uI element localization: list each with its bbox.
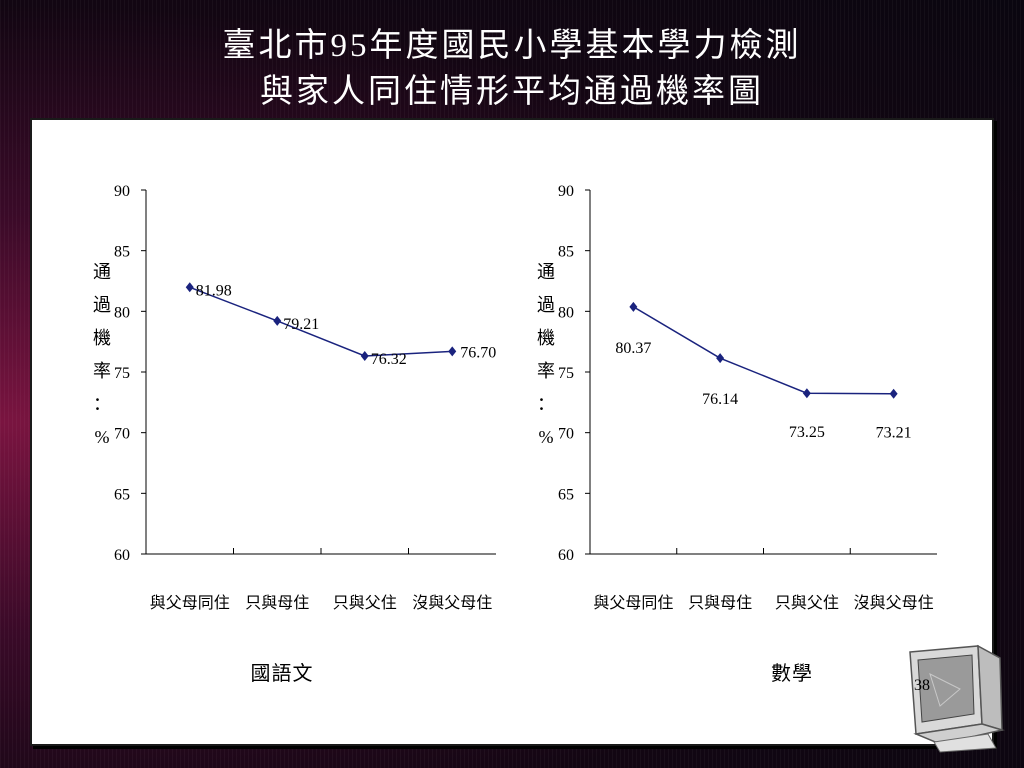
data-point-marker bbox=[716, 353, 725, 364]
data-point-marker bbox=[273, 315, 282, 326]
data-point-marker bbox=[185, 282, 194, 293]
y-tick-label: 75 bbox=[114, 365, 130, 382]
data-point-marker bbox=[889, 388, 898, 399]
y-axis-label-char: ： bbox=[537, 394, 555, 414]
series-line bbox=[189, 286, 453, 357]
computer-monitor-icon: 38 bbox=[909, 644, 1005, 753]
x-category-label: 只與母住 bbox=[688, 594, 752, 612]
y-tick-label: 85 bbox=[558, 244, 574, 261]
y-axis-label-char: 機 bbox=[93, 328, 111, 348]
y-tick-label: 65 bbox=[114, 486, 130, 503]
data-label: 81.98 bbox=[196, 282, 232, 299]
y-tick-label: 90 bbox=[114, 183, 130, 200]
y-axis-label-char: 率 bbox=[93, 361, 111, 381]
y-axis-label-char: ： bbox=[93, 394, 111, 414]
y-axis-label-char: % bbox=[95, 427, 110, 447]
data-label: 79.21 bbox=[283, 316, 319, 333]
y-tick-label: 90 bbox=[558, 183, 574, 200]
y-tick-label: 85 bbox=[114, 244, 130, 261]
y-tick-label: 80 bbox=[114, 304, 130, 321]
data-label: 76.70 bbox=[460, 344, 496, 361]
data-point-marker bbox=[360, 350, 369, 361]
y-axis-label-char: 過 bbox=[93, 295, 111, 315]
chart-subtitle: 國語文 bbox=[251, 662, 314, 685]
x-category-label: 與父母同住 bbox=[150, 594, 230, 612]
slide-title-line2: 與家人同住情形平均通過機率圖 bbox=[260, 74, 764, 110]
data-label: 73.21 bbox=[876, 425, 912, 442]
y-axis-label-char: 過 bbox=[537, 295, 555, 315]
x-category-label: 與父母同住 bbox=[593, 594, 673, 612]
y-tick-label: 75 bbox=[558, 365, 574, 382]
y-tick-label: 80 bbox=[558, 304, 574, 321]
y-axis-label-char: % bbox=[539, 427, 554, 447]
x-category-label: 只與父住 bbox=[333, 594, 397, 612]
x-category-label: 只與母住 bbox=[245, 594, 309, 612]
data-label: 73.25 bbox=[789, 424, 825, 441]
y-tick-label: 70 bbox=[114, 426, 130, 443]
y-tick-label: 60 bbox=[114, 547, 130, 564]
x-category-label: 沒與父母住 bbox=[854, 594, 934, 612]
y-tick-label: 60 bbox=[558, 547, 574, 564]
y-axis-label-char: 率 bbox=[537, 361, 555, 381]
y-tick-label: 65 bbox=[558, 486, 574, 503]
series-line bbox=[632, 306, 894, 395]
data-label: 80.37 bbox=[615, 340, 651, 357]
data-point-marker bbox=[629, 301, 638, 312]
x-category-label: 只與父住 bbox=[775, 594, 839, 612]
y-axis-label-char: 通 bbox=[537, 262, 555, 282]
y-axis-label-char: 機 bbox=[537, 328, 555, 348]
data-label: 76.14 bbox=[702, 391, 738, 408]
y-tick-label: 70 bbox=[558, 426, 574, 443]
data-point-marker bbox=[802, 388, 811, 399]
data-point-marker bbox=[448, 346, 457, 357]
slide-number: 38 bbox=[914, 677, 930, 694]
x-category-label: 沒與父母住 bbox=[412, 594, 492, 612]
chart-panel: 60 65 70 75 80 85 90 與父母同住 只與母住 只與父住 沒與父母住通過機率：% 81… bbox=[30, 118, 994, 746]
slide-title-line1: 臺北市95年度國民小學基本學力檢測 bbox=[222, 28, 802, 64]
chart-subtitle: 數學 bbox=[771, 662, 813, 685]
y-axis-label-char: 通 bbox=[93, 262, 111, 282]
data-label: 76.32 bbox=[371, 351, 407, 368]
